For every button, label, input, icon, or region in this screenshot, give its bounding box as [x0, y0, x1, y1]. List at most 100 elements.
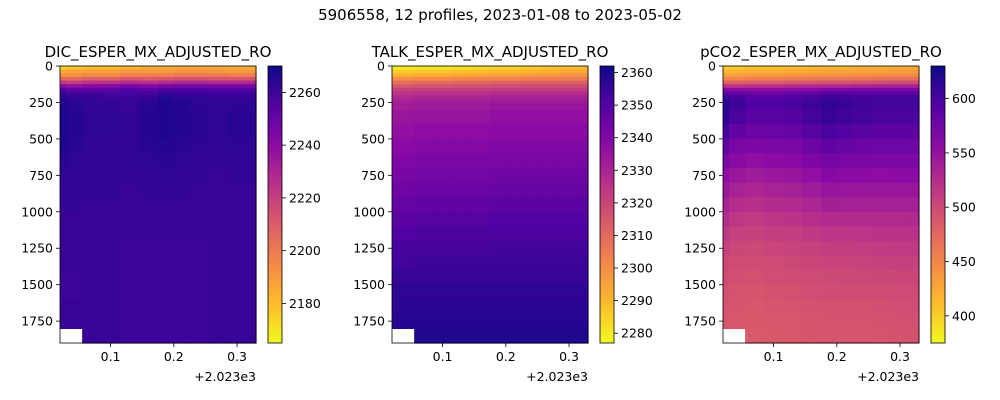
heatmap-cell: [729, 284, 746, 300]
heatmap-cell: [802, 284, 822, 300]
heatmap-cell: [66, 168, 83, 184]
heatmap-cell: [871, 255, 892, 271]
heatmap-cell: [909, 168, 920, 184]
heatmap-cell: [101, 255, 121, 271]
heatmap-cell: [66, 91, 83, 96]
heatmap-cell: [392, 69, 399, 74]
heatmap-cell: [802, 313, 822, 330]
heatmap-cell: [398, 98, 415, 104]
heatmap-cell: [540, 197, 561, 213]
heatmap-cell: [890, 313, 911, 330]
heatmap-cell: [852, 98, 873, 104]
heatmap-cell: [729, 69, 746, 74]
heatmap-cell: [578, 226, 589, 242]
heatmap-cell: [227, 240, 248, 257]
heatmap-cell: [173, 211, 191, 227]
heatmap-cell: [783, 69, 803, 74]
x-tick-label: 0.3: [890, 349, 910, 364]
heatmap-cell: [139, 73, 159, 78]
heatmap-cell: [890, 153, 911, 169]
heatmap-cell: [452, 328, 472, 344]
heatmap-cell: [852, 255, 873, 271]
heatmap-cell: [745, 91, 765, 96]
heatmap-cell: [60, 299, 67, 315]
heatmap-cell: [559, 284, 580, 300]
heatmap-cell: [471, 87, 491, 93]
heatmap-cell: [392, 211, 399, 227]
heatmap-cell: [60, 211, 67, 227]
heatmap-cell: [208, 153, 229, 169]
heatmap-cell: [158, 138, 175, 155]
heatmap-cell: [227, 211, 248, 227]
heatmap-cell: [173, 328, 191, 344]
heatmap-cell: [246, 87, 257, 93]
heatmap-cell: [559, 84, 580, 89]
heatmap-cell: [540, 69, 561, 74]
heatmap-cell: [158, 66, 175, 71]
heatmap-cell: [227, 87, 248, 93]
heatmap-cell: [764, 138, 784, 155]
y-tick-label: 250: [361, 95, 385, 110]
heatmap-cell: [246, 84, 257, 89]
heatmap-cell: [82, 328, 102, 344]
heatmap-cell: [208, 102, 229, 111]
heatmap-cell: [189, 80, 210, 85]
heatmap-cell: [802, 91, 822, 96]
heatmap-cell: [729, 182, 746, 198]
heatmap-cell: [398, 240, 415, 257]
heatmap-cell: [433, 197, 453, 213]
heatmap-cell: [783, 73, 803, 78]
heatmap-cell: [540, 102, 561, 111]
x-tick-label: 0.1: [101, 349, 121, 364]
heatmap-cell: [471, 226, 491, 242]
heatmap-cell: [66, 69, 83, 74]
colorbar-bar: [267, 65, 283, 344]
heatmap-cell: [246, 255, 257, 271]
heatmap-cell: [139, 153, 159, 169]
heatmap-cell: [173, 168, 191, 184]
heatmap-cell: [139, 168, 159, 184]
heatmap-cell: [452, 182, 472, 198]
heatmap-cell: [578, 95, 589, 100]
heatmap-cell: [836, 270, 854, 286]
heatmap-cell: [414, 66, 434, 71]
heatmap-cell: [521, 138, 542, 155]
heatmap-cell: [66, 95, 83, 100]
heatmap-cell: [559, 226, 580, 242]
heatmap-cell: [246, 98, 257, 104]
y-tick-label: 1000: [353, 204, 385, 219]
heatmap-cell: [783, 328, 803, 344]
heatmap-cell: [392, 84, 399, 89]
heatmap-cell: [890, 66, 911, 71]
heatmap-cell: [60, 84, 67, 89]
heatmap-cell: [452, 73, 472, 78]
heatmap-cell: [764, 91, 784, 96]
heatmap-cell: [890, 91, 911, 96]
heatmap-cell: [60, 80, 67, 85]
heatmap-cell: [398, 313, 415, 330]
heatmap-cell: [871, 91, 892, 96]
heatmap-cell: [433, 182, 453, 198]
heatmap-cell: [745, 76, 765, 82]
heatmap-cell: [158, 226, 175, 242]
y-tick-label: 1750: [21, 314, 53, 329]
heatmap-cell: [246, 124, 257, 140]
heatmap-cell: [521, 168, 542, 184]
heatmap-cell: [227, 270, 248, 286]
colorbar-tick-label: 2200: [289, 243, 321, 258]
heatmap-cell: [890, 328, 911, 344]
heatmap-cell: [173, 87, 191, 93]
axes-frame: [722, 65, 920, 344]
heatmap-cell: [783, 299, 803, 315]
heatmap-cell: [871, 240, 892, 257]
heatmap-cell: [909, 91, 920, 96]
heatmap-cell: [559, 328, 580, 344]
heatmap-cell: [559, 109, 580, 125]
heatmap-cell: [521, 328, 542, 344]
heatmap-cell: [802, 270, 822, 286]
heatmap-cell: [890, 240, 911, 257]
heatmap-cell: [559, 69, 580, 74]
heatmap-cell: [505, 211, 523, 227]
heatmap-cell: [505, 95, 523, 100]
heatmap-cell: [909, 299, 920, 315]
